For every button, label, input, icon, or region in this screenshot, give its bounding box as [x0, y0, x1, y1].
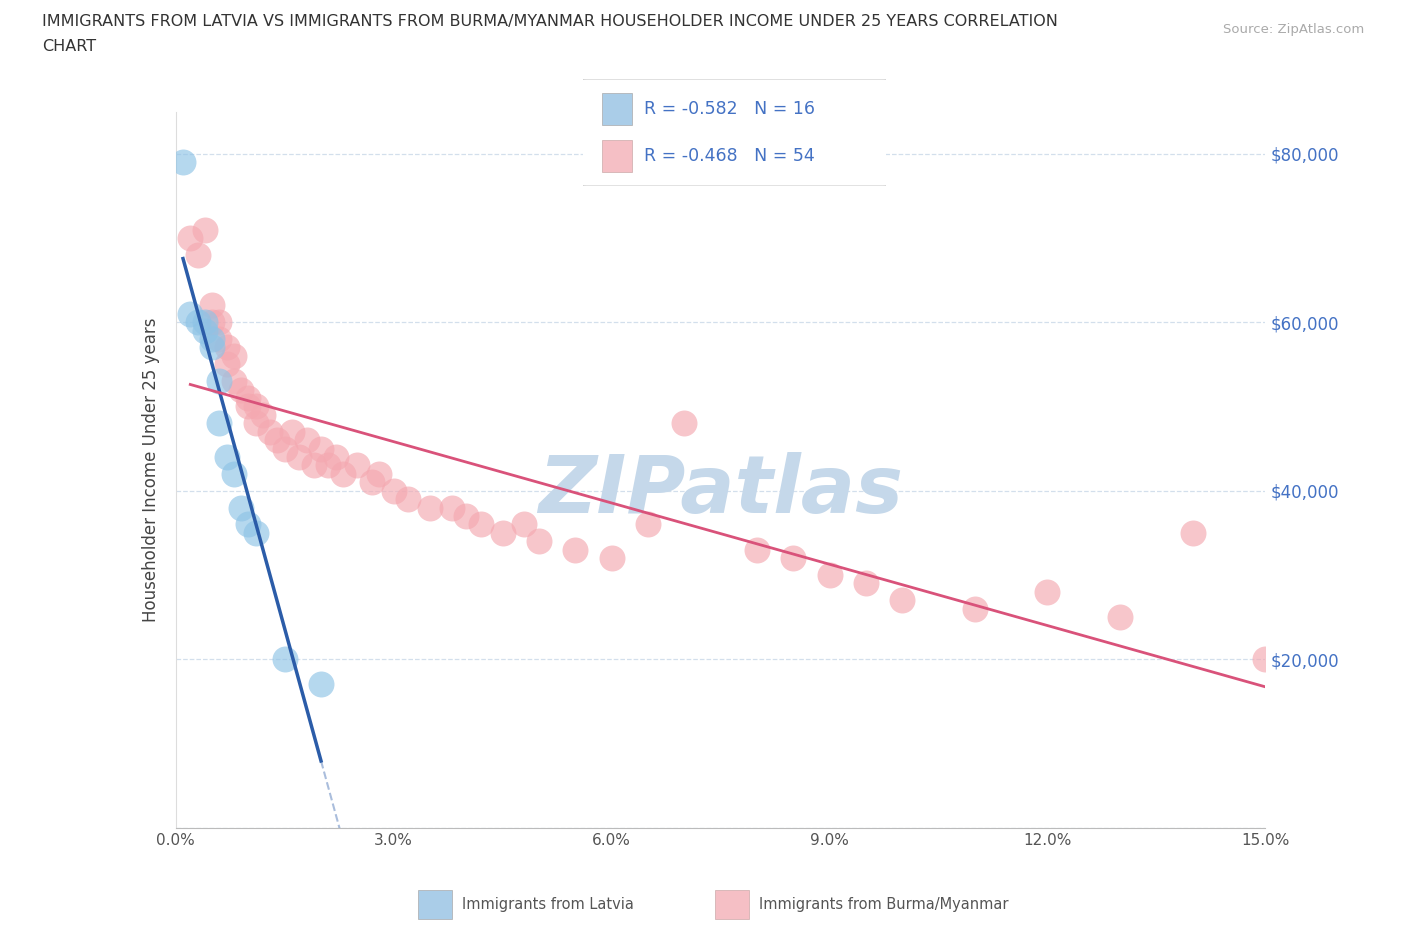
Point: [208, 332, 231, 347]
Point: [266, 432, 288, 447]
Bar: [602, 93, 631, 125]
Point: [1254, 652, 1277, 667]
Point: [215, 340, 238, 355]
Point: [302, 458, 325, 472]
Point: [419, 500, 441, 515]
Point: [238, 391, 260, 405]
Point: [245, 525, 267, 540]
Text: R = -0.582   N = 16: R = -0.582 N = 16: [644, 100, 815, 118]
Text: IMMIGRANTS FROM LATVIA VS IMMIGRANTS FROM BURMA/MYANMAR HOUSEHOLDER INCOME UNDER: IMMIGRANTS FROM LATVIA VS IMMIGRANTS FRO…: [42, 14, 1059, 29]
Point: [325, 449, 347, 464]
Point: [222, 467, 245, 482]
Point: [782, 551, 804, 565]
Point: [346, 458, 368, 472]
Point: [238, 517, 260, 532]
Point: [295, 432, 318, 447]
Text: R = -0.468   N = 54: R = -0.468 N = 54: [644, 147, 814, 165]
Point: [231, 500, 253, 515]
Point: [259, 424, 281, 439]
Point: [222, 374, 245, 389]
Point: [172, 154, 194, 169]
Point: [231, 382, 253, 397]
Point: [360, 475, 382, 490]
Point: [274, 652, 297, 667]
Point: [288, 449, 311, 464]
Point: [208, 374, 231, 389]
Point: [368, 467, 391, 482]
Point: [318, 458, 340, 472]
Point: [470, 517, 492, 532]
Point: [252, 407, 274, 422]
Point: [194, 314, 217, 329]
Point: [492, 525, 515, 540]
Bar: [602, 140, 631, 172]
Point: [818, 567, 841, 582]
Point: [208, 416, 231, 431]
Bar: [716, 890, 749, 919]
Point: [186, 247, 209, 262]
Point: [274, 441, 297, 456]
Point: [396, 492, 419, 507]
Point: [963, 601, 986, 616]
Point: [637, 517, 659, 532]
Point: [186, 314, 209, 329]
Point: [891, 592, 914, 607]
Text: Source: ZipAtlas.com: Source: ZipAtlas.com: [1223, 23, 1364, 36]
Point: [745, 542, 768, 557]
Point: [1181, 525, 1204, 540]
Point: [456, 509, 478, 524]
Point: [201, 332, 224, 347]
Point: [215, 449, 238, 464]
Bar: [419, 890, 453, 919]
Point: [332, 467, 354, 482]
Point: [281, 424, 304, 439]
Text: Immigrants from Burma/Myanmar: Immigrants from Burma/Myanmar: [759, 897, 1008, 912]
Point: [194, 324, 217, 339]
Point: [440, 500, 463, 515]
Point: [194, 222, 217, 237]
Point: [201, 314, 224, 329]
Point: [179, 231, 201, 246]
Text: Immigrants from Latvia: Immigrants from Latvia: [461, 897, 634, 912]
Point: [238, 399, 260, 414]
Point: [179, 306, 201, 321]
Point: [208, 314, 231, 329]
Point: [1036, 584, 1059, 599]
Point: [600, 551, 623, 565]
Point: [201, 298, 224, 312]
Point: [564, 542, 586, 557]
Point: [1109, 610, 1132, 625]
Point: [215, 357, 238, 372]
Point: [513, 517, 536, 532]
Point: [309, 441, 332, 456]
Text: ZIPatlas: ZIPatlas: [538, 452, 903, 530]
Point: [245, 399, 267, 414]
Point: [222, 349, 245, 364]
FancyBboxPatch shape: [581, 79, 889, 186]
Text: CHART: CHART: [42, 39, 96, 54]
Point: [855, 576, 877, 591]
Point: [245, 416, 267, 431]
Point: [309, 677, 332, 692]
Y-axis label: Householder Income Under 25 years: Householder Income Under 25 years: [142, 317, 160, 622]
Point: [382, 484, 405, 498]
Point: [201, 340, 224, 355]
Point: [527, 534, 550, 549]
Point: [673, 416, 696, 431]
